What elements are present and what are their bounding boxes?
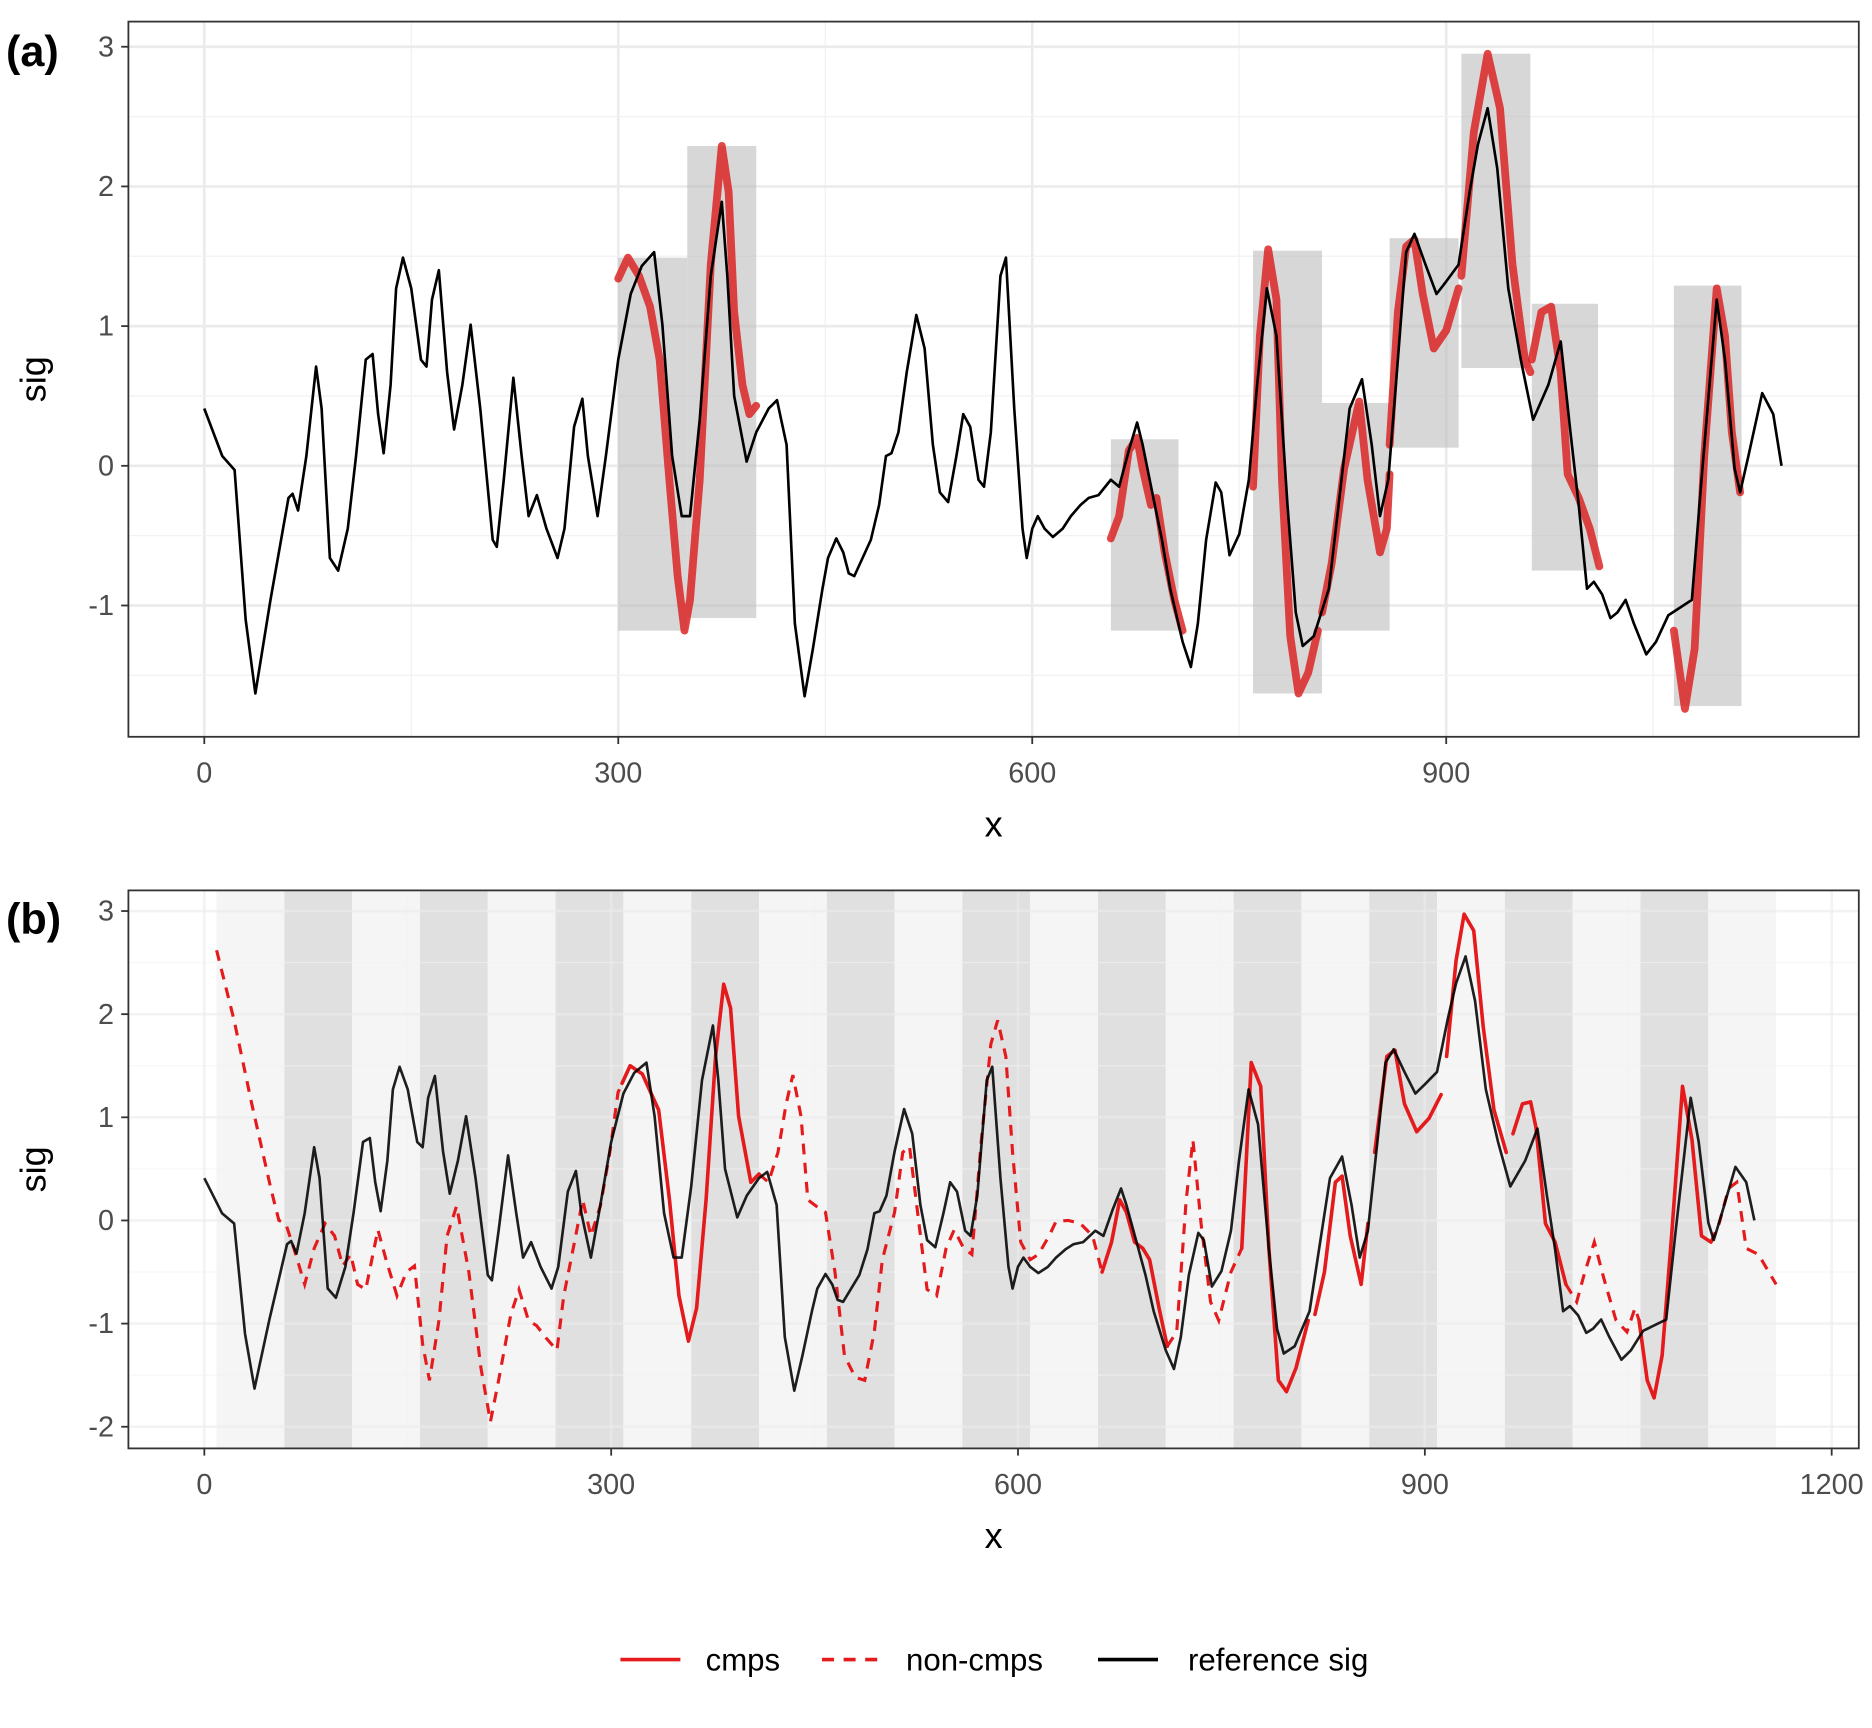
y-tick-label: -2 xyxy=(88,1411,114,1443)
cmps-line xyxy=(614,142,761,635)
cmps-line xyxy=(1239,1060,1311,1394)
y-tick-label: 0 xyxy=(98,450,114,482)
cmps-line xyxy=(1637,1084,1713,1400)
x-tick-label: 300 xyxy=(594,757,642,789)
y-tick-label: 1 xyxy=(98,1102,114,1134)
cmps-line xyxy=(1372,1048,1443,1155)
x-axis-title: x xyxy=(985,803,1003,844)
x-tick-label: 900 xyxy=(1401,1469,1449,1501)
y-tick-label: 0 xyxy=(98,1205,114,1237)
cmps-line xyxy=(1100,1198,1170,1349)
x-tick-label: 0 xyxy=(196,757,212,789)
legend: cmps non-cmps reference sig xyxy=(620,1642,1368,1677)
non-cmps-line xyxy=(215,949,624,1422)
x-tick-label: 1200 xyxy=(1800,1469,1864,1501)
plot-border xyxy=(127,20,1860,738)
cmps-line xyxy=(1106,433,1187,635)
cmps-line xyxy=(1444,912,1509,1155)
panel-a: 0 300 600 900 -1 0 1 2 3 x sig (a) xyxy=(6,20,1860,844)
y-tick-label: -1 xyxy=(88,590,114,622)
cmps-line xyxy=(1249,245,1322,698)
y-tick-label: 2 xyxy=(98,999,114,1031)
non-cmps-line xyxy=(1564,1236,1641,1335)
panel-b: 0 300 600 900 1200 -2 -1 0 1 2 3 x sig (b) xyxy=(6,889,1864,1556)
y-tick-label: 2 xyxy=(98,171,114,203)
legend-reference-label: reference sig xyxy=(1188,1642,1368,1677)
x-tick-label: 300 xyxy=(587,1469,635,1501)
y-tick-label: 3 xyxy=(98,896,114,928)
x-tick-label: 600 xyxy=(994,1469,1042,1501)
y-axis-title: sig xyxy=(13,1146,54,1192)
cmp-highlight-box xyxy=(1322,402,1390,631)
x-axis-title: x xyxy=(985,1515,1003,1556)
plot-border xyxy=(127,889,1860,1450)
cmps-line xyxy=(1385,235,1463,449)
legend-cmps-label: cmps xyxy=(706,1642,781,1677)
y-tick-label: -1 xyxy=(88,1308,114,1340)
panel-label: (a) xyxy=(6,28,59,76)
cmps-line xyxy=(1313,1174,1370,1317)
non-cmps-line xyxy=(1165,1139,1244,1348)
x-tick-label: 600 xyxy=(1008,757,1056,789)
legend-non-cmps-label: non-cmps xyxy=(906,1642,1043,1677)
reference-sig-line xyxy=(203,955,1756,1392)
x-tick-label: 0 xyxy=(196,1469,212,1501)
reference-sig-line xyxy=(203,106,1783,698)
cmps-line xyxy=(1457,49,1535,377)
cmps-line xyxy=(620,982,761,1343)
x-tick-label: 900 xyxy=(1422,757,1470,789)
y-tick-label: 1 xyxy=(98,311,114,343)
cmp-highlight-box xyxy=(1673,285,1742,707)
y-tick-label: 3 xyxy=(98,31,114,63)
panel-label: (b) xyxy=(6,896,61,944)
cmps-line xyxy=(1527,302,1604,571)
non-cmps-line xyxy=(757,1019,1104,1383)
y-axis-title: sig xyxy=(13,356,54,402)
